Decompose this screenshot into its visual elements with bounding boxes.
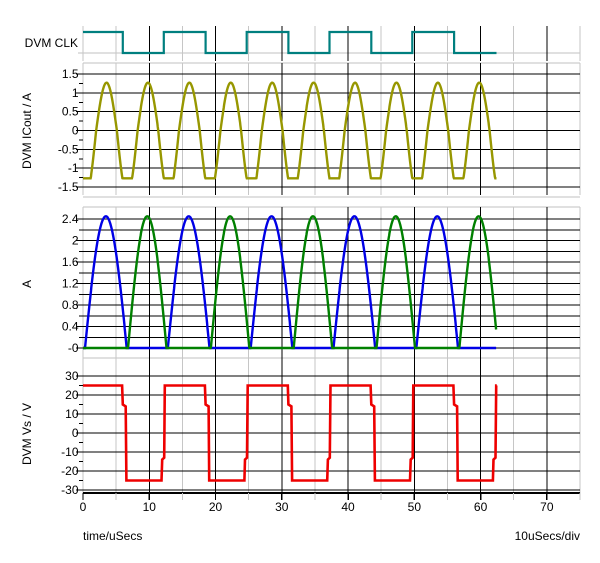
y-tick-label: 0 <box>72 124 79 138</box>
x-tick-label: 20 <box>209 500 223 514</box>
y-tick-label: 0 <box>72 426 79 440</box>
x-tick-label: 40 <box>341 500 355 514</box>
y-tick-label: 1 <box>72 86 79 100</box>
y-tick-label: 30 <box>65 369 79 383</box>
y-tick-label: -20 <box>61 464 79 478</box>
trace-dvm-vs <box>83 384 498 482</box>
panel-vs-ylabel: DVM Vs / V <box>20 402 34 466</box>
y-tick-label: 2 <box>72 234 79 248</box>
y-tick-label: 20 <box>65 388 79 402</box>
x-tick-label: 50 <box>408 500 422 514</box>
y-tick-label: -1.5 <box>58 180 79 194</box>
y-tick-label: 1.6 <box>62 255 79 269</box>
panel-clk-label: DVM CLK <box>24 36 78 50</box>
panel-currents-ylabel: A <box>20 279 34 289</box>
y-tick-label: 10 <box>65 407 79 421</box>
y-tick-label: -0 <box>68 341 79 355</box>
y-tick-label: -1 <box>68 161 79 175</box>
y-tick-label: 2.4 <box>62 212 79 226</box>
trace-phase-current-1 <box>83 215 497 350</box>
y-tick-label: -30 <box>61 483 79 497</box>
y-tick-label: 1.5 <box>62 67 79 81</box>
x-tick-label: 10 <box>143 500 157 514</box>
trace-phase-current-2 <box>83 215 498 350</box>
x-tick-label: 60 <box>474 500 488 514</box>
y-tick-label: 0.4 <box>62 320 79 334</box>
x-axis-label: time/uSecs <box>83 529 143 543</box>
y-tick-label: 1.2 <box>62 277 79 291</box>
y-tick-label: 0.5 <box>62 105 79 119</box>
x-tick-label: 70 <box>540 500 554 514</box>
y-tick-label: -0.5 <box>58 142 79 156</box>
y-tick-label: -10 <box>61 445 79 459</box>
x-scale-per-div-label: 10uSecs/div <box>514 529 580 543</box>
y-tick-label: 0.8 <box>62 298 79 312</box>
trace-dvm-icout <box>83 81 497 180</box>
x-tick-label: 0 <box>80 500 87 514</box>
trace-dvm-clk <box>83 30 497 55</box>
x-tick-label: 30 <box>275 500 289 514</box>
panel-icout-ylabel: DVM ICout / A <box>20 92 34 170</box>
